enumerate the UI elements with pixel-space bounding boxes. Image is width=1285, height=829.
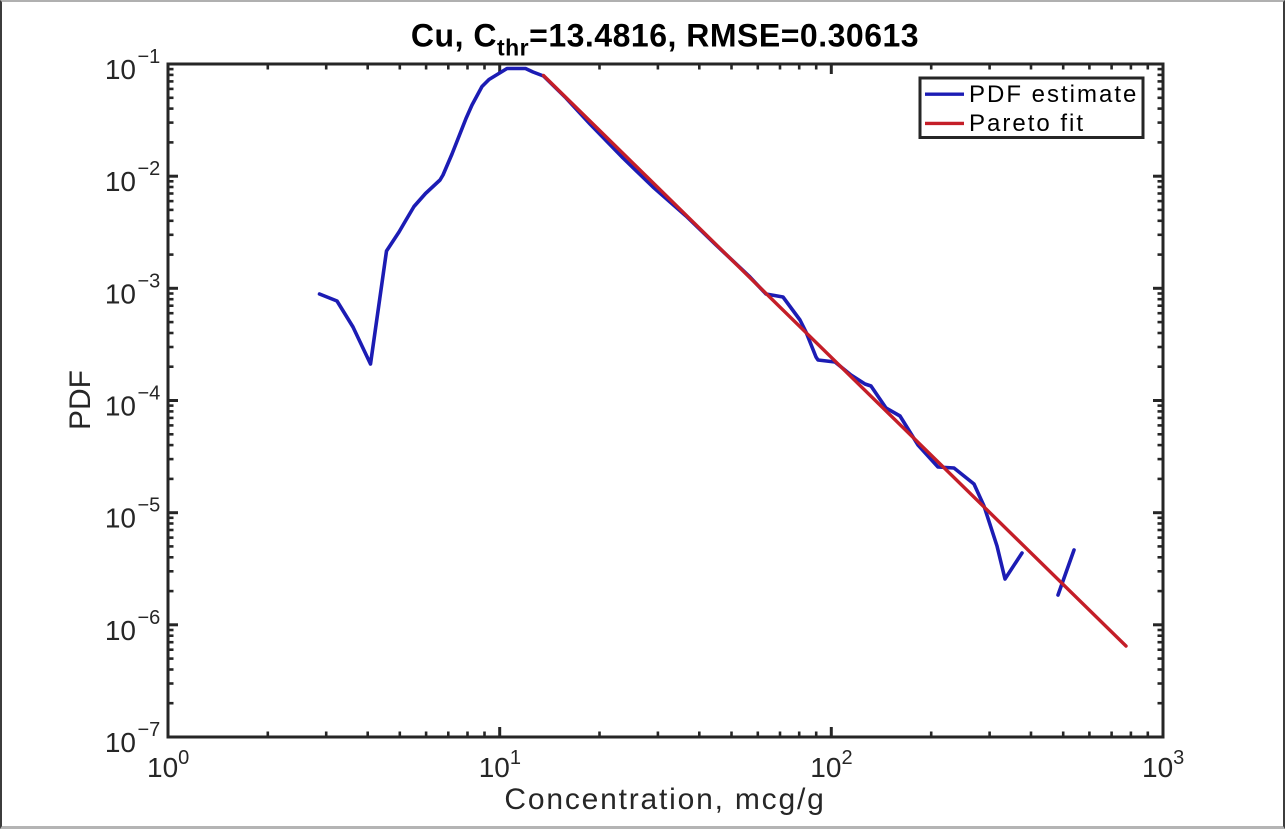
svg-text:10: 10 [105, 391, 136, 422]
svg-text:−2: −2 [138, 158, 161, 180]
svg-text:10: 10 [105, 54, 136, 85]
svg-text:10: 10 [105, 615, 136, 646]
svg-text:−6: −6 [138, 607, 161, 629]
svg-text:−3: −3 [138, 270, 161, 292]
svg-text:−5: −5 [138, 495, 161, 517]
svg-text:−4: −4 [138, 383, 161, 405]
svg-text:−7: −7 [138, 719, 161, 741]
svg-text:PDF: PDF [64, 370, 97, 430]
svg-text:10: 10 [105, 166, 136, 197]
svg-text:Concentration, mcg/g: Concentration, mcg/g [504, 783, 825, 816]
svg-text:10: 10 [105, 503, 136, 534]
svg-text:PDF estimate: PDF estimate [969, 81, 1138, 108]
svg-text:Cu, Cthr=13.4816, RMSE=0.30613: Cu, Cthr=13.4816, RMSE=0.30613 [411, 18, 919, 61]
svg-text:Pareto fit: Pareto fit [969, 110, 1085, 137]
svg-text:10: 10 [105, 278, 136, 309]
svg-text:−1: −1 [138, 46, 161, 68]
svg-text:10: 10 [105, 727, 136, 758]
